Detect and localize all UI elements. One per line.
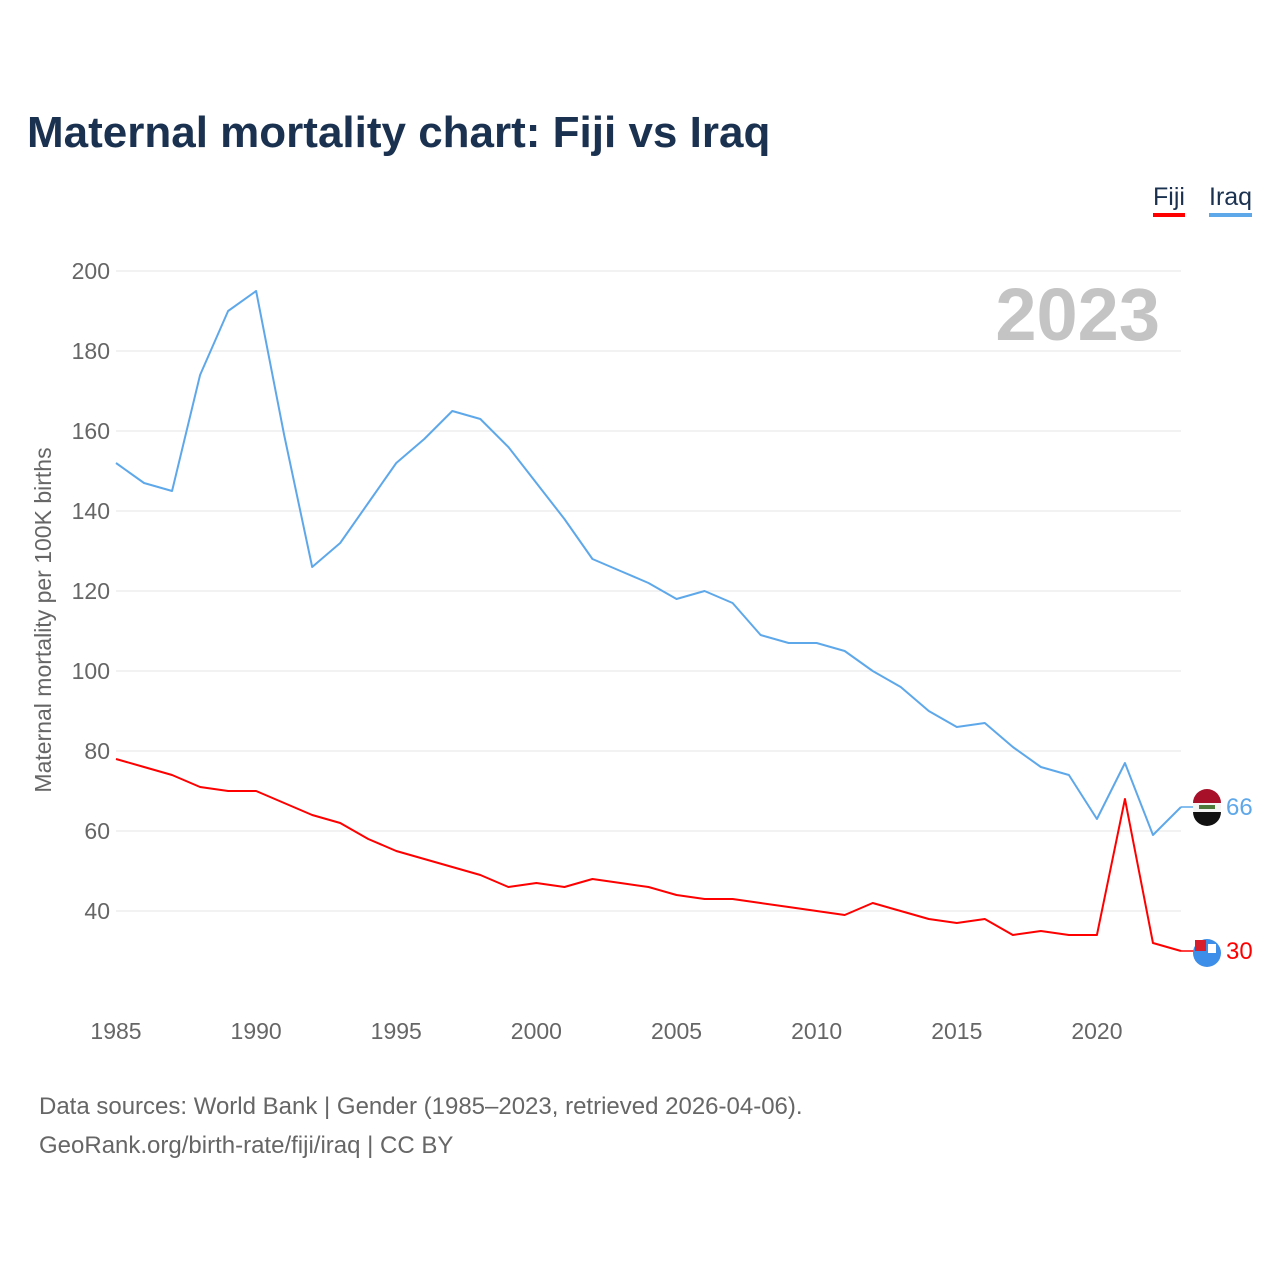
series-line-iraq bbox=[115, 290, 1182, 836]
x-tick-label: 2015 bbox=[931, 1018, 982, 1044]
year-watermark: 2023 bbox=[995, 273, 1160, 356]
x-tick-label: 2000 bbox=[511, 1018, 562, 1044]
y-tick-label: 40 bbox=[84, 898, 110, 924]
flag-union-jack bbox=[1195, 940, 1206, 951]
legend-label: Fiji bbox=[1153, 183, 1185, 211]
chart-title: Maternal mortality chart: Fiji vs Iraq bbox=[27, 108, 771, 157]
footer: Data sources: World Bank | Gender (1985–… bbox=[39, 1087, 803, 1165]
attribution-link[interactable]: GeoRank.org/birth-rate/fiji/iraq | CC BY bbox=[39, 1132, 454, 1159]
y-tick-label: 160 bbox=[72, 418, 110, 444]
end-value-label: 30 bbox=[1226, 938, 1253, 965]
flag-stripe-black bbox=[1193, 812, 1221, 826]
y-tick-label: 60 bbox=[84, 818, 110, 844]
x-tick-label: 1990 bbox=[231, 1018, 282, 1044]
legend-label: Iraq bbox=[1209, 183, 1253, 211]
y-tick-label: 80 bbox=[84, 738, 110, 764]
x-tick-label: 1985 bbox=[90, 1018, 141, 1044]
y-tick-label: 180 bbox=[72, 338, 110, 364]
y-tick-label: 120 bbox=[72, 578, 110, 604]
legend-item-fiji[interactable]: Fiji bbox=[1153, 183, 1185, 217]
y-tick-label: 140 bbox=[72, 498, 110, 524]
flag-shield bbox=[1208, 944, 1216, 953]
series-line-fiji bbox=[115, 758, 1182, 952]
x-tick-label: 1995 bbox=[371, 1018, 422, 1044]
legend-swatch bbox=[1209, 213, 1253, 217]
data-source-text: Data sources: World Bank | Gender (1985–… bbox=[39, 1093, 803, 1120]
y-tick-label: 200 bbox=[72, 258, 110, 284]
x-tick-label: 2020 bbox=[1071, 1018, 1122, 1044]
x-tick-label: 2010 bbox=[791, 1018, 842, 1044]
iraq-flag-icon bbox=[1193, 789, 1221, 826]
fiji-flag-icon bbox=[1193, 939, 1221, 967]
legend-swatch bbox=[1153, 213, 1185, 217]
flag-stripe-red bbox=[1193, 789, 1221, 803]
end-value-label: 66 bbox=[1226, 794, 1253, 821]
y-tick-label: 100 bbox=[72, 658, 110, 684]
y-axis-label: Maternal mortality per 100K births bbox=[30, 447, 56, 792]
legend-item-iraq[interactable]: Iraq bbox=[1209, 183, 1253, 217]
flag-script bbox=[1199, 805, 1215, 809]
x-tick-label: 2005 bbox=[651, 1018, 702, 1044]
